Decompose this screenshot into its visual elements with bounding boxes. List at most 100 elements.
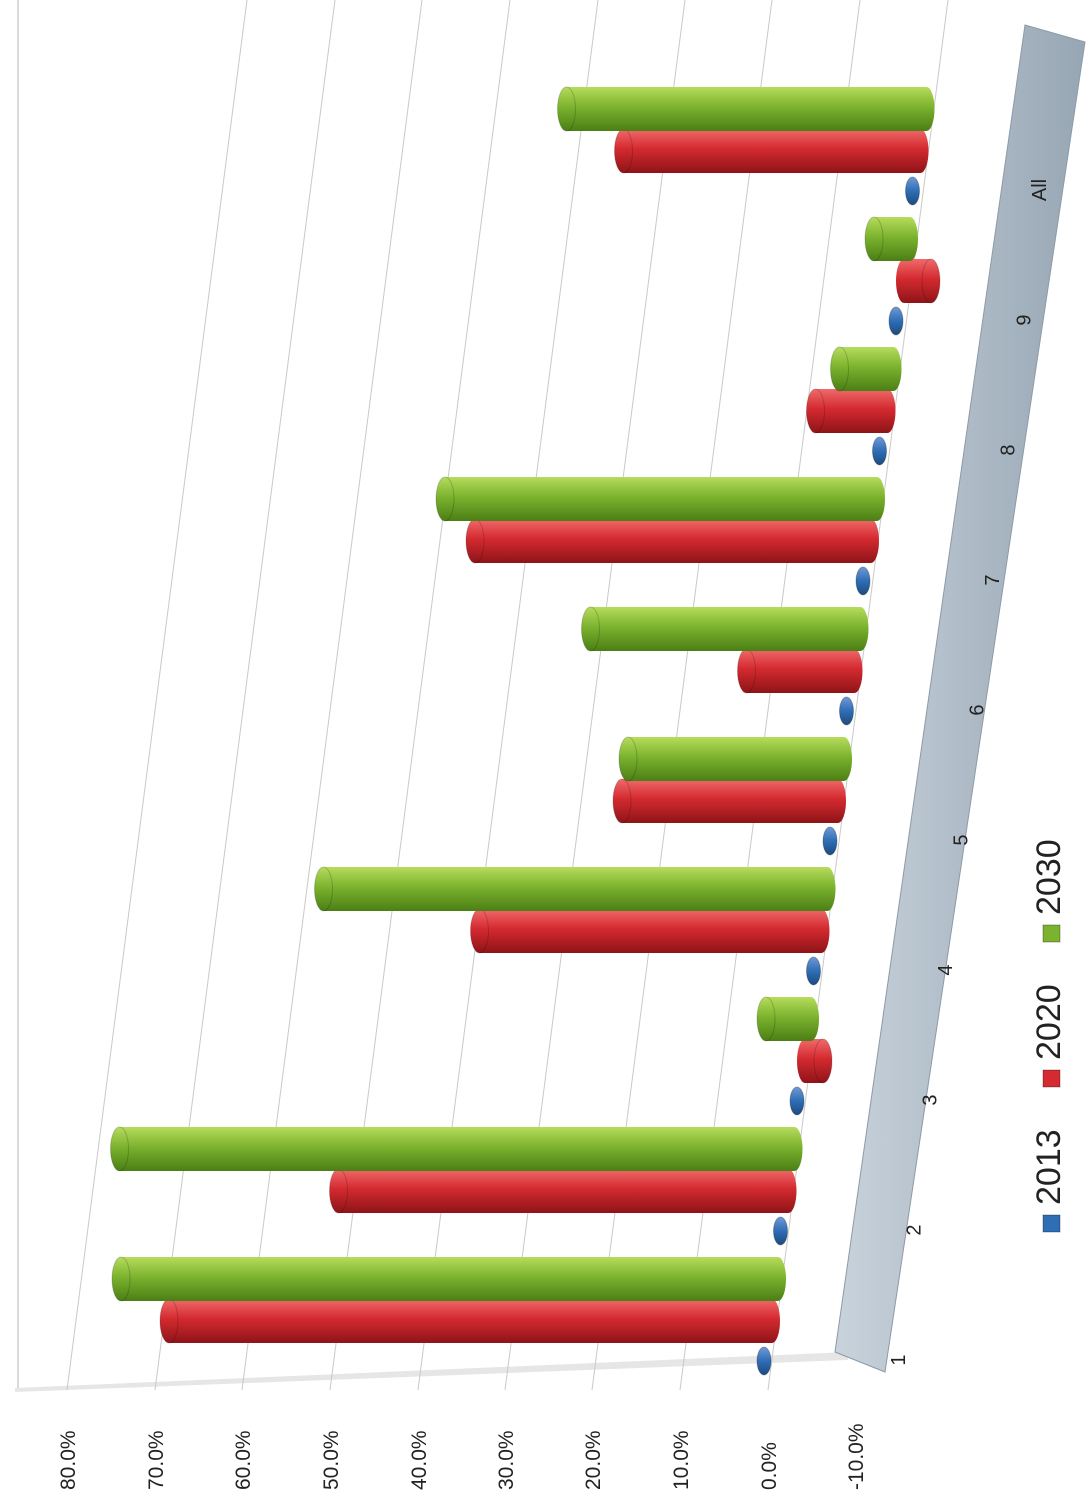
bar-disc-2013-All (905, 176, 920, 206)
category-label: 2 (904, 1224, 926, 1235)
chart-floor (834, 24, 1086, 1373)
bar-2030-cat-3 (756, 996, 819, 1042)
y-tick-label: 80.0% (57, 1430, 80, 1490)
bar-cap-2030-5 (618, 736, 638, 782)
bar-base-2030-8 (885, 347, 902, 391)
bar-cap-2030-1 (111, 1256, 131, 1302)
legend-item-2030: 2030 (1030, 839, 1068, 943)
bar-body-2030-2 (119, 1127, 795, 1171)
bar-cap-2030-9 (864, 216, 884, 262)
legend-item-2020: 2020 (1030, 984, 1068, 1088)
bar-disc-2013-6 (839, 696, 854, 726)
bar-base-2020-All (912, 129, 929, 173)
bar-body-2030-6 (590, 607, 861, 651)
bar-2013-cat-7 (855, 566, 871, 596)
y-tick-label: 70.0% (145, 1430, 168, 1490)
legend-swatch-2013 (1042, 1214, 1061, 1233)
bar-cap-2030-3 (756, 996, 776, 1042)
bar-body-2020-6 (746, 649, 855, 693)
bar-2020-cat-3 (797, 1038, 833, 1084)
bar-body-2030-7 (445, 477, 877, 521)
bar-2030-cat-8 (830, 346, 902, 392)
bar-base-2020-3 (797, 1039, 813, 1083)
legend-item-2013: 2013 (1030, 1129, 1068, 1233)
bar-2030-cat-5 (618, 736, 852, 782)
bar-disc-2013-2 (773, 1216, 788, 1246)
bar-body-2020-All (623, 129, 921, 173)
bar-2030-cat-1 (111, 1256, 786, 1302)
category-label: 1 (888, 1354, 910, 1365)
category-label: 4 (935, 964, 957, 975)
bar-base-2030-All (918, 87, 935, 131)
bar-body-2030-1 (121, 1257, 778, 1301)
bar-disc-2013-9 (888, 306, 904, 336)
bar-base-2020-6 (846, 649, 863, 693)
bar-cap-2020-9 (921, 258, 941, 304)
gridline (66, 0, 248, 1391)
bar-2020-cat-2 (329, 1168, 797, 1214)
bar-base-2020-5 (830, 779, 846, 823)
bar-base-2020-1 (764, 1299, 780, 1343)
bar-cap-2020-3 (813, 1038, 833, 1084)
bar-body-2030-4 (323, 867, 828, 911)
bar-body-2030-5 (628, 737, 844, 781)
bar-2030-cat-2 (110, 1126, 803, 1172)
bar-cap-2030-All (557, 86, 576, 132)
bar-body-2020-4 (479, 909, 822, 953)
bar-cap-2030-8 (830, 346, 849, 392)
bar-2020-cat-4 (470, 908, 830, 954)
legend-swatch-2030 (1042, 924, 1061, 943)
bar-2013-cat-8 (872, 436, 887, 466)
bar-2020-cat-6 (737, 648, 863, 694)
category-label: 5 (951, 834, 973, 845)
bar-body-2020-8 (815, 389, 888, 433)
bar-disc-2013-4 (806, 956, 821, 986)
bar-base-2030-4 (819, 867, 836, 911)
bar-cap-2020-2 (329, 1168, 348, 1214)
legend-label-2013: 2013 (1030, 1129, 1068, 1205)
bar-2020-cat-1 (159, 1298, 780, 1344)
bar-base-2030-9 (902, 217, 918, 261)
bar-cap-2020-8 (806, 388, 825, 434)
y-tick-label: 0.0% (758, 1442, 781, 1490)
bar-2020-cat-5 (612, 778, 846, 824)
bar-disc-2013-1 (756, 1346, 772, 1376)
bar-base-2020-4 (813, 909, 830, 953)
bar-2013-cat-4 (806, 956, 821, 986)
chart-back-wall-edge (15, 1352, 848, 1392)
bar-2020-cat-9 (896, 258, 941, 304)
bar-cap-2020-1 (159, 1298, 179, 1344)
bar-cap-2030-7 (435, 476, 455, 522)
bar-2030-cat-6 (581, 606, 869, 652)
category-label: 8 (998, 444, 1020, 455)
bar-2013-cat-All (905, 176, 920, 206)
bar-base-2020-9 (896, 259, 912, 303)
bar-cap-2020-4 (470, 908, 489, 954)
bar-cap-2030-4 (314, 866, 333, 912)
bar-base-2030-5 (836, 737, 852, 781)
bar-2020-cat-All (614, 128, 929, 174)
category-label: All (1029, 179, 1051, 201)
bar-base-2030-3 (803, 997, 819, 1041)
bar-2013-cat-6 (839, 696, 854, 726)
category-label: 3 (919, 1094, 941, 1105)
bar-cap-2030-6 (581, 606, 600, 652)
bar-base-2030-6 (852, 607, 869, 651)
y-tick-label: 60.0% (232, 1430, 255, 1490)
y-tick-label: 10.0% (670, 1430, 693, 1490)
category-label: 7 (982, 574, 1004, 585)
bar-base-2020-2 (780, 1169, 797, 1213)
legend-swatch-2020 (1042, 1069, 1061, 1088)
legend: 2013 2020 2030 (1030, 839, 1068, 1233)
bar-body-2020-5 (622, 779, 838, 823)
y-tick-label: 20.0% (582, 1430, 605, 1490)
bar-disc-2013-7 (855, 566, 871, 596)
bar-2020-cat-7 (465, 518, 879, 564)
legend-label-2020: 2020 (1030, 984, 1068, 1060)
bar-2013-cat-2 (773, 1216, 788, 1246)
bar-base-2030-1 (770, 1257, 786, 1301)
chart-floor-layer (15, 0, 1086, 1392)
y-tick-label: -10.0% (845, 1423, 868, 1490)
